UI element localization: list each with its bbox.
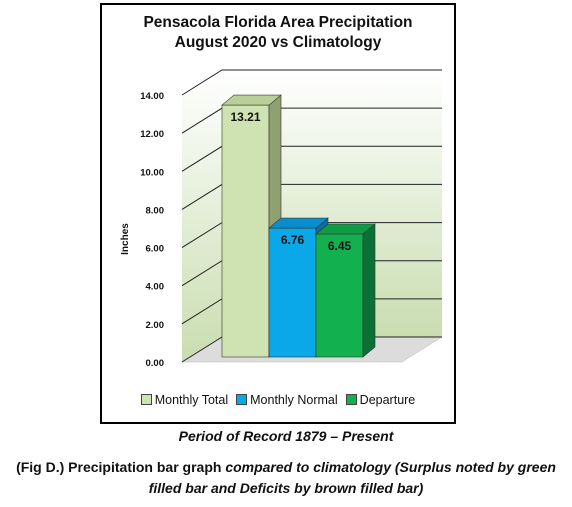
data-label: 6.45 (328, 239, 352, 253)
legend-label: Monthly Total (154, 393, 229, 407)
chart-frame: Pensacola Florida Area Precipitation Aug… (100, 3, 456, 424)
legend: Monthly Total Monthly Normal Departure (102, 393, 454, 407)
chart-title-line-1: Pensacola Florida Area Precipitation (143, 14, 413, 31)
y-tick-label: 14.00 (140, 91, 164, 102)
legend-item: Monthly Normal (236, 393, 338, 407)
y-tick-label: 4.00 (146, 282, 165, 293)
data-label: 6.76 (281, 233, 305, 247)
figure-caption: (Fig D.) Precipitation bar graph compare… (0, 457, 572, 499)
legend-item: Departure (345, 393, 416, 407)
legend-item: Monthly Total (140, 393, 229, 407)
legend-label: Departure (359, 393, 416, 407)
y-tick-label: 2.00 (146, 320, 165, 331)
caption-italic: compared to climatology (Surplus noted b… (148, 459, 556, 496)
legend-swatch (236, 394, 248, 405)
side-wall (182, 70, 222, 362)
legend-label: Monthly Normal (250, 393, 338, 407)
gridline (181, 69, 442, 96)
period-of-record: Period of Record 1879 – Present (178, 428, 394, 444)
data-label: 13.21 (230, 110, 260, 124)
y-tick-label: 10.00 (140, 167, 164, 178)
y-tick-label: 0.00 (146, 358, 165, 369)
legend-swatch (345, 394, 357, 405)
y-axis-label: Inches (120, 223, 131, 255)
legend-swatch (140, 394, 152, 405)
y-tick-label: 12.00 (140, 129, 164, 140)
y-tick-label: 8.00 (146, 205, 165, 216)
plot-area: 0.00 2.00 4.00 6.00 8.00 10.00 12.00 14.00 13.2… (120, 69, 443, 369)
bar-departure (315, 223, 376, 358)
chart-title-line-2: August 2020 vs Climatology (174, 34, 382, 51)
y-tick-label: 6.00 (146, 244, 165, 255)
caption-lead: (Fig D.) Precipitation bar graph (16, 459, 226, 475)
